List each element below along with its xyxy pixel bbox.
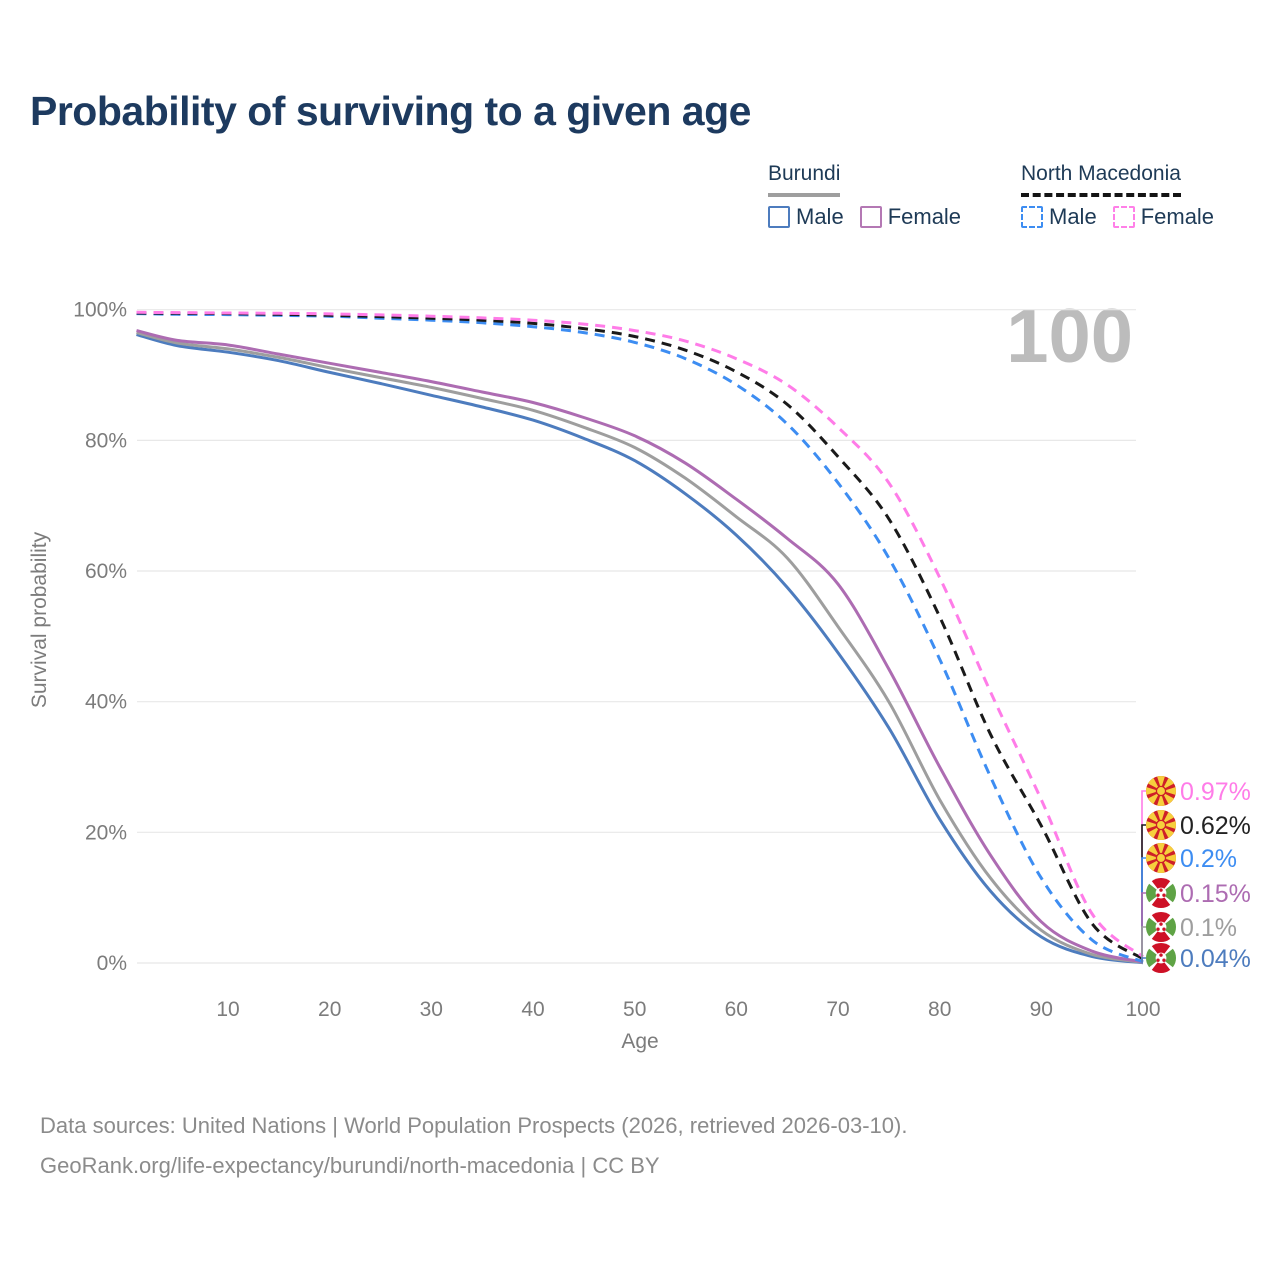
- flag-burundi: [1145, 877, 1177, 909]
- legend-country-north-macedonia: North Macedonia: [1021, 162, 1181, 197]
- x-tick-30: 30: [420, 998, 443, 1021]
- end-label-north-macedonia-both-sexes: 0.62%: [1180, 812, 1251, 840]
- y-tick-80%: 80%: [85, 429, 127, 452]
- x-axis-label: Age: [621, 1030, 658, 1053]
- y-tick-0%: 0%: [97, 952, 127, 975]
- flag-burundi: [1145, 911, 1177, 943]
- x-tick-10: 10: [216, 998, 239, 1021]
- end-label-connector-burundi-both-sexes: [1141, 926, 1146, 963]
- x-tick-70: 70: [826, 998, 849, 1021]
- end-label-burundi-female: 0.15%: [1180, 880, 1251, 908]
- y-tick-100%: 100%: [73, 299, 127, 322]
- legend-label-north-macedonia-male[interactable]: Male: [1049, 204, 1097, 229]
- data-source-line: Data sources: United Nations | World Pop…: [40, 1113, 908, 1138]
- curve-north-macedonia-female[interactable]: [136, 310, 1144, 958]
- end-label-north-macedonia-male: 0.2%: [1180, 845, 1237, 873]
- x-tick-60: 60: [725, 998, 748, 1021]
- legend-country-burundi: Burundi: [768, 162, 841, 197]
- x-tick-100: 100: [1125, 998, 1160, 1021]
- legend-swatch-north-macedonia-male[interactable]: [1021, 206, 1043, 228]
- curve-burundi-both-sexes[interactable]: [136, 331, 1144, 964]
- y-axis-label: Survival probability: [28, 531, 51, 708]
- legend-swatch-north-macedonia-female[interactable]: [1112, 206, 1135, 228]
- flag-north-macedonia: [1145, 842, 1177, 874]
- curve-burundi-male[interactable]: [136, 333, 1144, 965]
- page-title: Probability of surviving to a given age: [30, 88, 751, 134]
- x-tick-40: 40: [521, 998, 544, 1021]
- age-counter: 100: [1006, 294, 1133, 379]
- flag-north-macedonia: [1145, 775, 1177, 807]
- legend-group-burundi: Burundi Male Female: [768, 162, 977, 230]
- legend-label-north-macedonia-female[interactable]: Female: [1140, 204, 1215, 229]
- y-tick-40%: 40%: [85, 691, 127, 714]
- y-tick-20%: 20%: [85, 821, 127, 844]
- legend-swatch-burundi-male[interactable]: [768, 206, 790, 228]
- flag-north-macedonia: [1145, 809, 1177, 841]
- legend-label-burundi-male[interactable]: Male: [796, 204, 844, 229]
- x-tick-20: 20: [318, 998, 341, 1021]
- curve-north-macedonia-male[interactable]: [136, 312, 1144, 964]
- x-tick-50: 50: [623, 998, 646, 1021]
- end-label-burundi-both-sexes: 0.1%: [1180, 914, 1237, 942]
- footer: Data sources: United Nations | World Pop…: [40, 1106, 907, 1186]
- x-tick-90: 90: [1030, 998, 1053, 1021]
- legend-label-burundi-female[interactable]: Female: [887, 204, 962, 229]
- attribution-line[interactable]: GeoRank.org/life-expectancy/burundi/nort…: [40, 1153, 660, 1178]
- curve-north-macedonia-both-sexes[interactable]: [136, 311, 1144, 961]
- y-tick-60%: 60%: [85, 560, 127, 583]
- x-tick-80: 80: [928, 998, 951, 1021]
- legend-group-north-macedonia: North Macedonia Male Female: [1021, 162, 1230, 230]
- end-label-connector-burundi-male: [1141, 957, 1146, 963]
- flag-burundi: [1145, 942, 1177, 974]
- legend-swatch-burundi-female[interactable]: [859, 206, 882, 228]
- end-label-north-macedonia-female: 0.97%: [1180, 778, 1251, 806]
- curve-burundi-female[interactable]: [136, 329, 1144, 964]
- end-label-burundi-male: 0.04%: [1180, 945, 1251, 973]
